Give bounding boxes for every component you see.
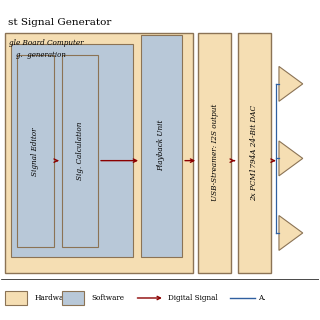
Text: USB-Streamer: I2S output: USB-Streamer: I2S output [211,104,219,202]
Bar [17,55,54,247]
Bar [4,33,193,273]
Bar [141,35,182,257]
Text: A.: A. [258,294,266,302]
Text: 2x PCM1794A 24-Bit DAC: 2x PCM1794A 24-Bit DAC [250,105,258,201]
Text: Signal Editor: Signal Editor [31,127,39,176]
Bar [4,291,27,305]
Bar [11,44,133,257]
Bar [62,55,98,247]
Bar [198,33,231,273]
Polygon shape [279,215,303,251]
Bar [238,33,271,273]
Text: Sig. Calculation: Sig. Calculation [76,122,84,180]
Polygon shape [279,67,303,101]
Text: Software: Software [92,294,125,302]
Bar [62,291,84,305]
Text: g.  generation: g. generation [16,51,66,59]
Polygon shape [279,141,303,176]
Text: gle Board Computer: gle Board Computer [9,39,84,47]
Text: Hardware: Hardware [35,294,72,302]
Text: Playback Unit: Playback Unit [157,120,165,172]
Text: st Signal Generator: st Signal Generator [8,18,111,27]
Text: Digital Signal: Digital Signal [168,294,218,302]
